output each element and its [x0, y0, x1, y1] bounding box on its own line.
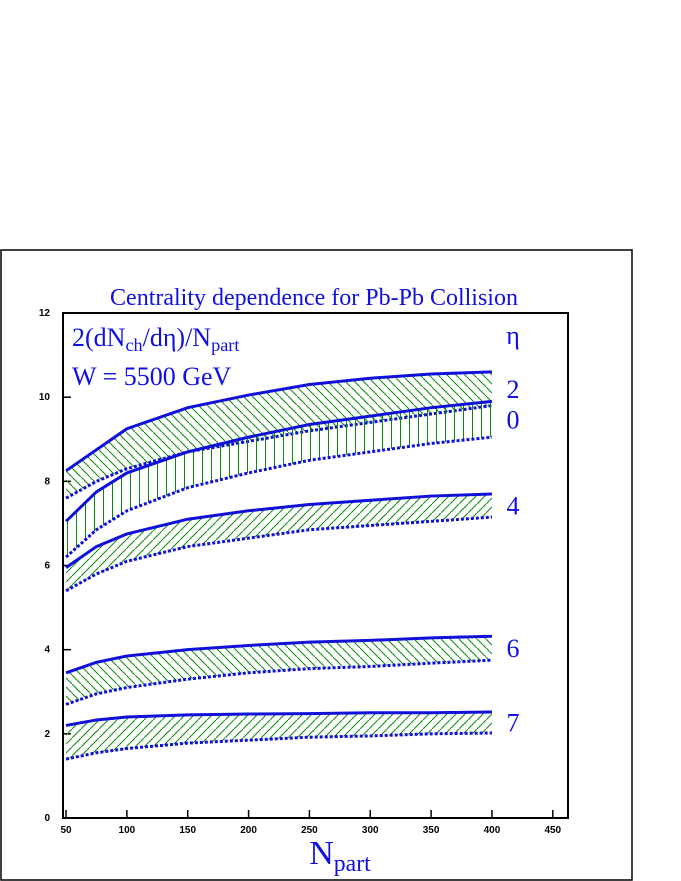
x-tick-label: 150 [179, 825, 196, 836]
x-axis-label: Npart [309, 835, 371, 877]
band-hatch [66, 401, 492, 558]
y-tick-label: 10 [39, 392, 51, 403]
text-part: W = 5500 GeV [72, 362, 232, 391]
y-tick-label: 6 [44, 561, 50, 572]
legend-title: η [506, 321, 520, 350]
x-tick-label: 200 [240, 825, 257, 836]
text-part: N [309, 835, 334, 872]
y-tick-label: 0 [44, 813, 50, 824]
band-hatch [66, 493, 492, 591]
band-label: 4 [507, 492, 520, 521]
band-label: 2 [507, 375, 520, 404]
text-part: ch [125, 335, 142, 355]
lower-line [65, 658, 493, 706]
upper-line [65, 634, 492, 675]
chart-title: Centrality dependence for Pb-Pb Collisio… [110, 285, 518, 311]
x-tick-label: 50 [60, 825, 72, 836]
upper-line [65, 710, 492, 727]
band-label: 6 [507, 634, 520, 663]
x-tick-label: 300 [362, 825, 379, 836]
band-hatch [66, 711, 492, 760]
y-tick-label: 12 [39, 308, 51, 319]
x-tick-label: 400 [484, 825, 501, 836]
upper-line [65, 492, 492, 569]
x-tick-label: 100 [119, 825, 136, 836]
annotation: W = 5500 GeV [72, 362, 232, 391]
text-part: 2(dN [72, 323, 126, 352]
y-tick-label: 2 [44, 729, 50, 740]
x-tick-label: 250 [301, 825, 318, 836]
frame [0, 249, 633, 881]
y-tick-label: 4 [44, 645, 50, 656]
lower-line [65, 515, 493, 593]
y-tick-label: 8 [44, 476, 50, 487]
band-label: 7 [507, 708, 520, 737]
lower-line [65, 435, 493, 559]
upper-line [64, 399, 493, 523]
text-part: part [334, 851, 371, 877]
annotation: 2(dNch/dη)/Npart [72, 323, 239, 355]
x-tick-label: 450 [544, 825, 561, 836]
text-part: /dη)/N [143, 323, 212, 352]
text-part: part [211, 335, 239, 355]
lower-line [65, 731, 492, 761]
band-label: 0 [507, 405, 520, 434]
upper-line [65, 370, 492, 473]
x-tick-label: 350 [423, 825, 440, 836]
